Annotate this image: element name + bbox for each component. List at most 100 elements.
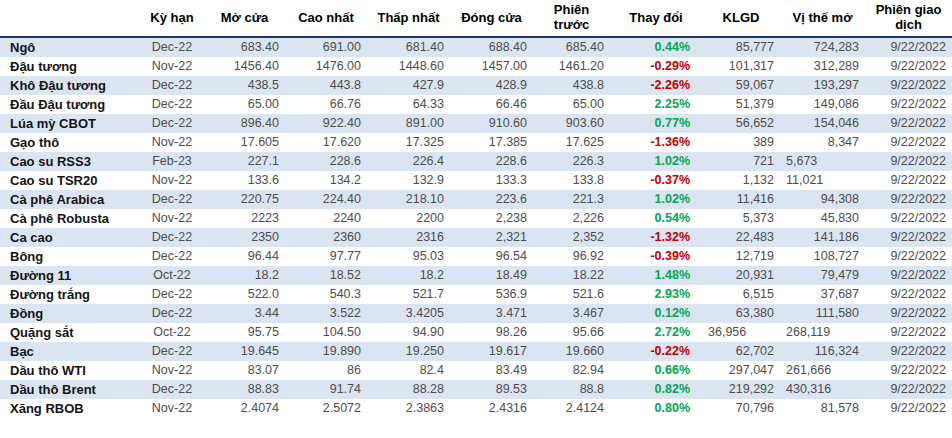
cell-high: 18.52 [285,266,367,285]
table-header: Kỳ hạn Mở cửa Cao nhất Thấp nhất Đóng cử… [0,0,952,37]
cell-volume: 22,483 [702,228,780,247]
cell-change: -2.26% [610,76,702,95]
cell-open_interest: 45,830 [780,209,865,228]
table-row: Quặng sắtOct-2295.75104.5094.9098.2695.6… [0,323,952,342]
cell-close: 98.26 [450,323,533,342]
cell-term: Oct-22 [140,323,204,342]
cell-open: 95.75 [204,323,285,342]
cell-high: 540.3 [285,285,367,304]
cell-open: 438.5 [204,76,285,95]
cell-high: 17.620 [285,133,367,152]
cell-volume: 721 [702,152,780,171]
cell-open_interest: 5,673 [780,152,865,171]
cell-high: 104.50 [285,323,367,342]
table-row: Đường 11Oct-2218.218.5218.218.4918.221.4… [0,266,952,285]
cell-prev: 82.94 [533,361,610,380]
cell-session: 9/22/2022 [865,304,952,323]
cell-open: 17.605 [204,133,285,152]
cell-session: 9/22/2022 [865,399,952,418]
cell-change: -0.39% [610,247,702,266]
table-row: Khô Đậu tươngDec-22438.5443.8427.9428.94… [0,76,952,95]
cell-low: 19.250 [367,342,450,361]
table-row: Ca caoDec-222350236023162,3212,352-1.32%… [0,228,952,247]
col-header-high: Cao nhất [285,0,367,37]
cell-volume: 59,067 [702,76,780,95]
cell-name: Lúa mỳ CBOT [0,114,140,133]
cell-prev: 903.60 [533,114,610,133]
cell-open_interest: 81,578 [780,399,865,418]
cell-close: 96.54 [450,247,533,266]
cell-session: 9/22/2022 [865,361,952,380]
cell-open_interest: 8,347 [780,133,865,152]
cell-volume: 6,515 [702,285,780,304]
cell-low: 88.28 [367,380,450,399]
cell-close: 1457.00 [450,57,533,76]
col-header-change: Thay đổi [610,0,702,37]
cell-volume: 5,373 [702,209,780,228]
cell-high: 2360 [285,228,367,247]
table-row: Dầu thô WTINov-2283.078682.483.4982.940.… [0,361,952,380]
col-header-volume: KLGD [702,0,780,37]
cell-open: 83.07 [204,361,285,380]
cell-change: 1.48% [610,266,702,285]
table-row: Cà phê ArabicaDec-22220.75224.40218.1022… [0,190,952,209]
cell-name: Đồng [0,304,140,323]
table-row: NgôDec-22683.40691.00681.40688.40685.400… [0,37,952,57]
table-row: Xăng RBOBNov-222.40742.50722.38632.43162… [0,399,952,418]
cell-session: 9/22/2022 [865,133,952,152]
col-header-prev: Phiên trước [533,0,610,37]
cell-volume: 389 [702,133,780,152]
cell-open: 2223 [204,209,285,228]
cell-name: Bông [0,247,140,266]
cell-prev: 65.00 [533,95,610,114]
cell-name: Dầu thô WTI [0,361,140,380]
cell-session: 9/22/2022 [865,171,952,190]
cell-open_interest: 149,086 [780,95,865,114]
cell-low: 2316 [367,228,450,247]
cell-open: 65.00 [204,95,285,114]
cell-term: Dec-22 [140,247,204,266]
col-header-low: Thấp nhất [367,0,450,37]
cell-prev: 2.4124 [533,399,610,418]
cell-session: 9/22/2022 [865,247,952,266]
cell-change: -0.29% [610,57,702,76]
cell-close: 3.471 [450,304,533,323]
table-row: BạcDec-2219.64519.89019.25019.61719.660-… [0,342,952,361]
cell-close: 83.49 [450,361,533,380]
cell-prev: 685.40 [533,37,610,57]
cell-low: 427.9 [367,76,450,95]
cell-session: 9/22/2022 [865,209,952,228]
cell-name: Ngô [0,37,140,57]
cell-close: 688.40 [450,37,533,57]
cell-session: 9/22/2022 [865,323,952,342]
cell-change: 2.93% [610,285,702,304]
cell-change: -1.36% [610,133,702,152]
cell-term: Nov-22 [140,57,204,76]
cell-name: Cao su RSS3 [0,152,140,171]
cell-name: Cà phê Robusta [0,209,140,228]
cell-name: Đầu Đậu tương [0,95,140,114]
cell-close: 2,238 [450,209,533,228]
cell-open: 19.645 [204,342,285,361]
cell-open_interest: 724,283 [780,37,865,57]
cell-close: 536.9 [450,285,533,304]
cell-name: Đậu tương [0,57,140,76]
cell-high: 224.40 [285,190,367,209]
cell-open_interest: 111,580 [780,304,865,323]
cell-open: 88.83 [204,380,285,399]
cell-change: 2.72% [610,323,702,342]
cell-high: 1476.00 [285,57,367,76]
table-row: BôngDec-2296.4497.7795.0396.5496.92-0.39… [0,247,952,266]
cell-name: Cao su TSR20 [0,171,140,190]
cell-open_interest: 268,119 [780,323,865,342]
cell-open_interest: 37,687 [780,285,865,304]
cell-term: Nov-22 [140,361,204,380]
table-row: Đường trắngDec-22522.0540.3521.7536.9521… [0,285,952,304]
col-header-close: Đóng cửa [450,0,533,37]
cell-low: 2.3863 [367,399,450,418]
cell-term: Feb-23 [140,152,204,171]
cell-low: 2200 [367,209,450,228]
cell-close: 910.60 [450,114,533,133]
cell-term: Dec-22 [140,95,204,114]
cell-close: 17.385 [450,133,533,152]
